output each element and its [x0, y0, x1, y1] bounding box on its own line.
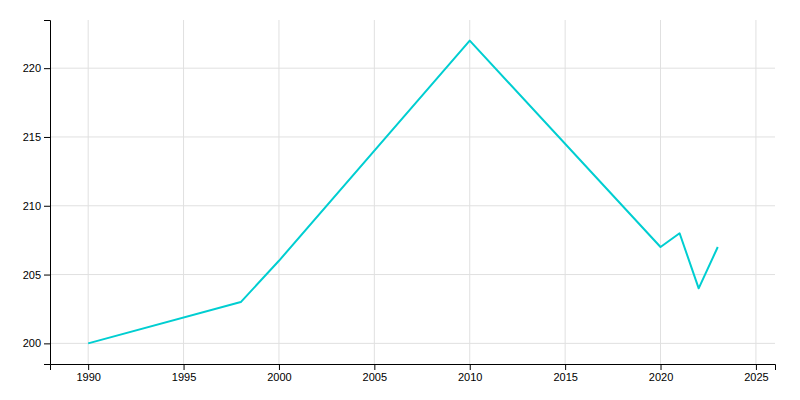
x-tick: 2020: [649, 364, 673, 383]
x-tick-mark: [374, 364, 375, 370]
x-tick-mark: [565, 364, 566, 370]
x-grid-line: [565, 20, 566, 364]
x-grid-line: [183, 20, 184, 364]
y-tick-label: 210: [23, 200, 41, 212]
y-tick-mark: [44, 343, 50, 344]
x-tick: 2000: [267, 364, 291, 383]
x-tick-mark: [661, 364, 662, 370]
x-tick-mark: [756, 364, 757, 370]
y-axis: 200 205 210 215 220: [23, 21, 51, 365]
y-tick-label: 205: [23, 269, 41, 281]
y-tick: 200: [23, 337, 50, 349]
x-tick-label: 1990: [76, 371, 100, 383]
x-tick-label: 2025: [744, 371, 768, 383]
y-tick: 205: [23, 269, 50, 281]
x-grid-line: [374, 20, 375, 364]
x-grid-line: [755, 20, 756, 364]
x-tick-mark: [279, 364, 280, 370]
chart-svg: 1990 1995 2000 2005 2010 2015 2020 2025 200 205 21…: [0, 0, 800, 400]
y-tick-mark: [44, 206, 50, 207]
chart-container: 1990 1995 2000 2005 2010 2015 2020 2025 200 205 21…: [0, 0, 800, 400]
grid: [50, 20, 775, 364]
plot-area: 1990 1995 2000 2005 2010 2015 2020 2025 200 205 21…: [23, 20, 776, 383]
y-grid-line: [50, 274, 775, 275]
x-tick-label: 2005: [363, 371, 387, 383]
y-grid-line: [50, 68, 775, 69]
x-tick: 2010: [458, 364, 482, 383]
y-tick-mark: [44, 275, 50, 276]
x-tick-mark: [184, 364, 185, 370]
y-tick-label: 200: [23, 337, 41, 349]
x-tick-mark: [470, 364, 471, 370]
y-grid-line: [50, 136, 775, 137]
x-grid-line: [88, 20, 89, 364]
x-tick-mark: [88, 364, 89, 370]
x-tick-label: 1995: [172, 371, 196, 383]
x-tick: 2005: [363, 364, 387, 383]
y-tick-mark: [44, 137, 50, 138]
y-tick-label: 220: [23, 62, 41, 74]
x-axis-line: [51, 365, 776, 371]
x-grid-line: [660, 20, 661, 364]
x-tick: 1995: [172, 364, 196, 383]
x-grid-line: [278, 20, 279, 364]
y-tick: 220: [23, 62, 50, 74]
x-tick: 2015: [553, 364, 577, 383]
data-marks: [88, 41, 718, 344]
x-tick: 1990: [76, 364, 100, 383]
y-tick: 210: [23, 200, 50, 212]
x-tick-label: 2015: [553, 371, 577, 383]
x-tick-label: 2000: [267, 371, 291, 383]
x-axis: 1990 1995 2000 2005 2010 2015 2020 2025: [51, 364, 776, 383]
y-axis-line: [44, 21, 51, 365]
x-tick-label: 2020: [649, 371, 673, 383]
x-tick-label: 2010: [458, 371, 482, 383]
y-tick-label: 215: [23, 131, 41, 143]
y-tick: 215: [23, 131, 50, 143]
line: [88, 41, 718, 344]
x-grid-line: [469, 20, 470, 364]
y-tick-mark: [44, 68, 50, 69]
y-grid-line: [50, 343, 775, 344]
y-grid-line: [50, 205, 775, 206]
x-tick: 2025: [744, 364, 768, 383]
